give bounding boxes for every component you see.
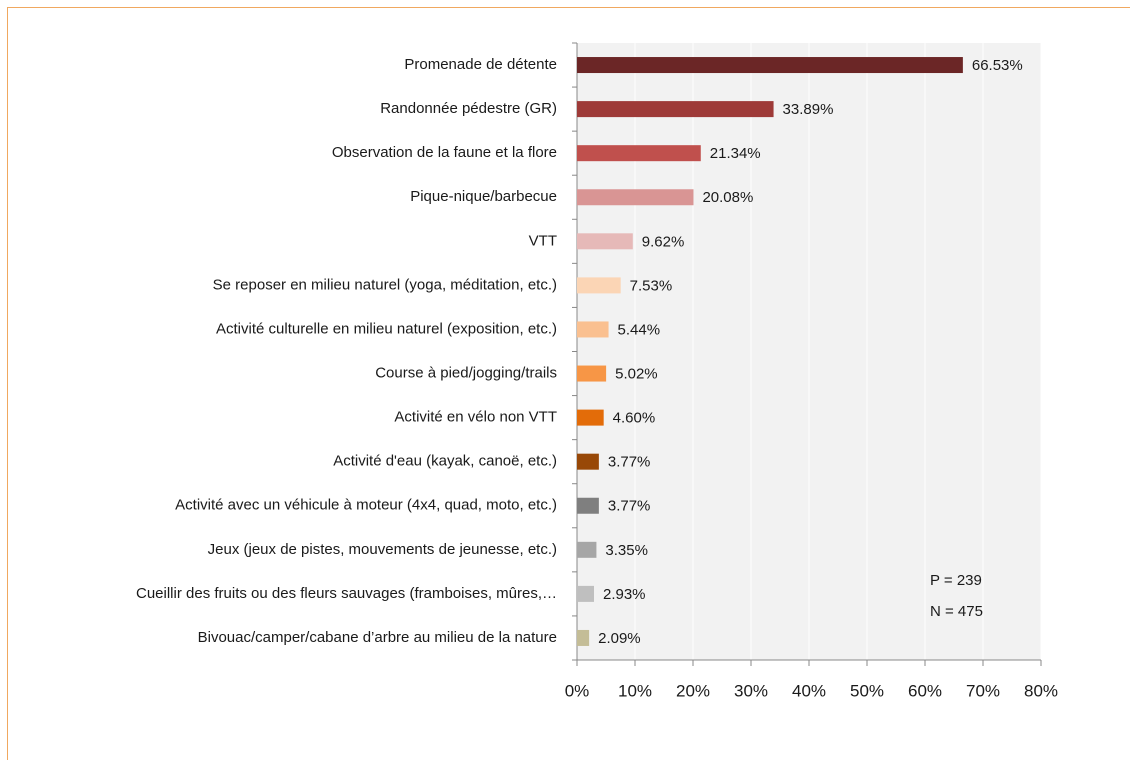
- y-tick-label: Observation de la faune et la flore: [332, 144, 557, 161]
- value-label: 4.60%: [613, 410, 656, 427]
- y-tick-label: Activité culturelle en milieu naturel (e…: [216, 320, 557, 337]
- value-label: 3.35%: [605, 542, 648, 559]
- y-tick-label: Activité avec un véhicule à moteur (4x4,…: [175, 497, 557, 514]
- value-label: 20.08%: [702, 189, 753, 206]
- value-label: 9.62%: [642, 233, 685, 250]
- bar: [577, 277, 621, 294]
- x-tick-label: 80%: [1024, 681, 1058, 700]
- value-label: 66.53%: [972, 57, 1023, 74]
- y-tick-label: Promenade de détente: [404, 56, 557, 73]
- x-tick-label: 60%: [908, 681, 942, 700]
- y-tick-label: Activité en vélo non VTT: [394, 409, 557, 426]
- y-tick-label: Se reposer en milieu naturel (yoga, médi…: [213, 276, 557, 293]
- bar: [577, 101, 774, 118]
- annotation: P = 239: [930, 572, 982, 589]
- y-tick-label: Course à pied/jogging/trails: [375, 365, 557, 382]
- value-label: 7.53%: [630, 277, 673, 294]
- x-tick-label: 30%: [734, 681, 768, 700]
- bar: [577, 497, 599, 514]
- bar: [577, 189, 694, 206]
- x-tick-label: 20%: [676, 681, 710, 700]
- y-tick-label: Jeux (jeux de pistes, mouvements de jeun…: [208, 541, 557, 558]
- bar: [577, 541, 597, 558]
- frame: [7, 7, 1130, 760]
- y-tick-label: Pique-nique/barbecue: [410, 188, 557, 205]
- bar: [577, 321, 609, 338]
- value-label: 5.44%: [618, 321, 661, 338]
- x-tick-label: 40%: [792, 681, 826, 700]
- x-tick-label: 50%: [850, 681, 884, 700]
- bar: [577, 629, 590, 646]
- y-tick-label: Activité d'eau (kayak, canoë, etc.): [333, 453, 557, 470]
- bar: [577, 233, 633, 250]
- value-label: 33.89%: [783, 101, 834, 118]
- y-tick-label: Cueillir des fruits ou des fleurs sauvag…: [136, 585, 557, 602]
- x-tick-label: 10%: [618, 681, 652, 700]
- value-label: 2.93%: [603, 586, 646, 603]
- bar: [577, 585, 594, 602]
- value-label: 3.77%: [608, 454, 651, 471]
- annotation: N = 475: [930, 603, 983, 620]
- bar: [577, 409, 604, 426]
- value-label: 3.77%: [608, 498, 651, 515]
- bar: [577, 365, 607, 382]
- y-tick-label: VTT: [529, 232, 557, 249]
- bar: [577, 145, 701, 162]
- x-tick-label: 70%: [966, 681, 1000, 700]
- bar: [577, 453, 599, 470]
- x-tick-label: 0%: [565, 681, 590, 700]
- y-tick-label: Bivouac/camper/cabane d’arbre au milieu …: [198, 629, 557, 646]
- y-tick-label: Randonnée pédestre (GR): [380, 100, 557, 117]
- bar: [577, 57, 963, 74]
- value-label: 5.02%: [615, 366, 658, 383]
- value-label: 21.34%: [710, 145, 761, 162]
- value-label: 2.09%: [598, 630, 641, 647]
